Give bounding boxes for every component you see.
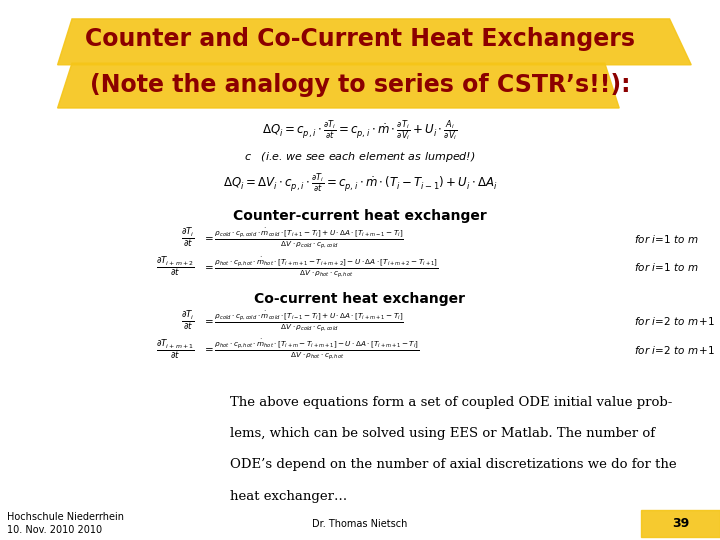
Text: $\frac{\partial T_i}{\partial t}$: $\frac{\partial T_i}{\partial t}$ [181, 227, 194, 251]
Text: $= \frac{\rho_{cold} \cdot c_{p,cold} \cdot \dot{m}_{cold} \cdot [T_{i-1}-T_i]+U: $= \frac{\rho_{cold} \cdot c_{p,cold} \c… [202, 309, 404, 334]
Text: $for\ i\!=\!2\ to\ m\!+\!1$: $for\ i\!=\!2\ to\ m\!+\!1$ [634, 344, 714, 356]
Polygon shape [641, 510, 720, 537]
Text: $for\ i\!=\!2\ to\ m\!+\!1$: $for\ i\!=\!2\ to\ m\!+\!1$ [634, 315, 714, 327]
Text: Counter and Co-Current Heat Exchangers: Counter and Co-Current Heat Exchangers [85, 27, 635, 51]
Text: $\frac{\partial T_{i+m+2}}{\partial t}$: $\frac{\partial T_{i+m+2}}{\partial t}$ [156, 255, 194, 279]
Text: ODE’s depend on the number of axial discretizations we do for the: ODE’s depend on the number of axial disc… [230, 458, 677, 471]
Polygon shape [58, 19, 691, 65]
Text: Dr. Thomas Nietsch: Dr. Thomas Nietsch [312, 519, 408, 529]
Text: $c$   (i.e. we see each element as lumped!): $c$ (i.e. we see each element as lumped!… [244, 150, 476, 164]
Text: The above equations form a set of coupled ODE initial value prob-: The above equations form a set of couple… [230, 396, 672, 409]
Text: $\frac{\partial T_{i+m+1}}{\partial t}$: $\frac{\partial T_{i+m+1}}{\partial t}$ [156, 338, 194, 362]
Text: $\frac{\partial T_i}{\partial t}$: $\frac{\partial T_i}{\partial t}$ [181, 309, 194, 333]
Text: $for\ i\!=\!1\ to\ m$: $for\ i\!=\!1\ to\ m$ [634, 233, 698, 245]
Text: $= \frac{\rho_{hot} \cdot c_{p,hot} \cdot \dot{m}_{hot} \cdot [T_{i+m}-T_{i+m+1}: $= \frac{\rho_{hot} \cdot c_{p,hot} \cdo… [202, 338, 419, 362]
Text: $\Delta Q_i = \Delta V_i \cdot c_{p,i} \cdot \frac{\partial T_i}{\partial t} = c: $\Delta Q_i = \Delta V_i \cdot c_{p,i} \… [222, 172, 498, 195]
Text: Co-current heat exchanger: Co-current heat exchanger [254, 292, 466, 306]
Text: $= \frac{\rho_{cold} \cdot c_{p,cold} \cdot \dot{m}_{cold} \cdot [T_{i+1}-T_i]+U: $= \frac{\rho_{cold} \cdot c_{p,cold} \c… [202, 226, 404, 251]
Polygon shape [58, 63, 619, 108]
Text: lems, which can be solved using EES or Matlab. The number of: lems, which can be solved using EES or M… [230, 427, 655, 440]
Text: (Note the analogy to series of CSTR’s!!):: (Note the analogy to series of CSTR’s!!)… [90, 73, 630, 97]
Text: $\Delta Q_i = c_{p,i} \cdot \frac{\partial T_i}{\partial t} = c_{p,i} \cdot \dot: $\Delta Q_i = c_{p,i} \cdot \frac{\parti… [262, 118, 458, 143]
Text: $for\ i\!=\!1\ to\ m$: $for\ i\!=\!1\ to\ m$ [634, 261, 698, 273]
Text: Hochschule Niederrhein: Hochschule Niederrhein [7, 512, 125, 522]
Text: $= \frac{\rho_{hot} \cdot c_{p,hot} \cdot \dot{m}_{hot} \cdot [T_{i+m+1}-T_{i+m+: $= \frac{\rho_{hot} \cdot c_{p,hot} \cdo… [202, 255, 438, 280]
Text: Counter-current heat exchanger: Counter-current heat exchanger [233, 209, 487, 223]
Text: 39: 39 [672, 517, 689, 530]
Text: heat exchanger…: heat exchanger… [230, 490, 348, 503]
Text: 10. Nov. 2010 2010: 10. Nov. 2010 2010 [7, 525, 102, 535]
